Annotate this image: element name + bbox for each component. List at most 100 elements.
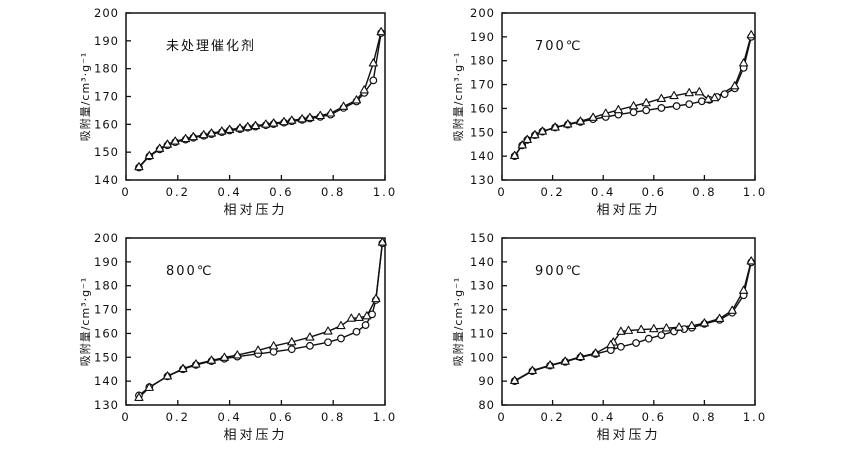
circle-marker xyxy=(617,342,625,351)
triangle-marker xyxy=(623,325,634,334)
triangle-marker xyxy=(739,285,749,294)
x-axis-title: 相对压力 xyxy=(223,203,287,218)
chart-cell-800c: 130 140 150 160 170 180 190 200 0 0.2 0.4 0.6 0.8 1.0… xyxy=(0,225,425,451)
circle-marker xyxy=(352,327,361,336)
chart-cell-900c: 80 90 100 110 120 130 140 150 0 0.2 0.4 0.6 0.8 1.0 相对… xyxy=(425,225,850,451)
triangle-marker xyxy=(709,93,720,102)
triangle-marker xyxy=(199,130,209,139)
x-tick-label: 0 xyxy=(121,410,130,424)
triangle-marker xyxy=(606,340,616,349)
triangle-marker xyxy=(232,350,242,359)
triangle-marker xyxy=(376,27,386,36)
y-tick-label: 200 xyxy=(94,231,119,245)
triangle-marker xyxy=(217,126,227,135)
triangle-marker xyxy=(560,356,570,365)
y-tick-label: 140 xyxy=(94,173,119,187)
y-tick-label: 180 xyxy=(94,279,119,293)
triangle-marker xyxy=(522,134,532,144)
circle-marker xyxy=(305,341,314,350)
x-tick-label: 0.2 xyxy=(540,410,564,424)
y-tick-label: 150 xyxy=(94,145,119,159)
triangle-marker xyxy=(269,341,279,350)
y-tick-label: 170 xyxy=(470,78,495,92)
triangle-marker xyxy=(297,114,307,123)
triangle-marker xyxy=(684,88,694,97)
triangle-marker xyxy=(563,119,573,128)
x-tick-label: 0 xyxy=(497,410,506,424)
plot-frame xyxy=(501,12,756,181)
y-axis-title: 吸附量/cm³·g⁻¹ xyxy=(78,52,92,142)
circle-marker xyxy=(685,100,694,109)
x-tick-label: 0 xyxy=(121,185,130,199)
triangle-marker xyxy=(326,108,336,117)
triangle-marker xyxy=(545,360,555,369)
triangle-marker xyxy=(575,116,585,125)
y-tick-label: 180 xyxy=(470,54,495,68)
x-tick-label: 0.8 xyxy=(692,185,716,199)
x-tick-label: 0.4 xyxy=(591,185,615,199)
x-tick-label: 0.6 xyxy=(642,410,666,424)
x-tick-label: 0.4 xyxy=(217,410,241,424)
chart-cell-700c: 130 140 150 160 170 180 190 200 0 0.2 0.4 0.6 0.8 1.0… xyxy=(425,0,850,225)
x-tick-label: 0.8 xyxy=(321,410,345,424)
x-tick-label: 0 xyxy=(497,185,506,199)
circle-marker xyxy=(269,347,278,356)
y-tick-label: 150 xyxy=(470,231,495,245)
x-tick-label: 0.2 xyxy=(540,185,564,199)
y-tick-label: 130 xyxy=(470,279,495,293)
y-axis-title: 吸附量/cm³·g⁻¹ xyxy=(451,277,465,367)
triangle-marker xyxy=(746,30,756,39)
y-tick-label: 130 xyxy=(94,398,119,412)
y-tick-label: 140 xyxy=(94,374,119,388)
y-tick-label: 180 xyxy=(94,62,119,76)
triangle-marker xyxy=(371,293,381,303)
circle-marker xyxy=(361,321,370,329)
triangle-marker xyxy=(354,312,364,322)
y-tick-label: 190 xyxy=(94,34,119,48)
x-tick-label: 0.2 xyxy=(166,185,190,199)
y-tick-label: 100 xyxy=(470,350,495,364)
y-tick-label: 190 xyxy=(470,30,495,44)
triangle-marker xyxy=(601,108,611,117)
triangle-marker xyxy=(527,365,537,374)
plot-frame xyxy=(125,237,386,406)
chart-untreated-catalyst: 140 150 160 170 180 190 200 0 0.2 0.4 0.6 0.8 1.0 相对压… xyxy=(78,6,395,218)
triangle-marker xyxy=(649,324,659,333)
circle-marker xyxy=(657,331,666,339)
triangle-marker xyxy=(517,140,527,149)
triangle-marker xyxy=(155,143,165,152)
x-tick-label: 1.0 xyxy=(743,410,767,424)
triangle-marker xyxy=(323,326,333,335)
triangle-marker xyxy=(181,133,191,143)
x-tick-label: 1.0 xyxy=(743,185,767,199)
triangle-marker xyxy=(162,371,172,380)
y-tick-label: 160 xyxy=(470,101,495,115)
triangle-marker xyxy=(305,332,315,341)
triangle-marker xyxy=(191,359,201,368)
x-tick-label: 0.4 xyxy=(591,410,615,424)
triangle-marker xyxy=(703,94,713,103)
triangle-marker xyxy=(699,318,709,327)
triangle-marker xyxy=(188,132,198,141)
triangle-marker xyxy=(641,98,651,107)
circle-marker xyxy=(720,90,729,99)
triangle-marker xyxy=(250,120,261,130)
y-tick-label: 190 xyxy=(94,255,119,269)
circle-marker xyxy=(657,104,666,112)
circle-marker xyxy=(672,102,681,110)
triangle-marker xyxy=(377,237,387,246)
circle-marker xyxy=(324,338,332,347)
x-axis-title: 相对压力 xyxy=(223,428,287,443)
triangle-marker xyxy=(269,118,279,127)
circle-marker xyxy=(632,339,640,347)
x-axis-title: 相对压力 xyxy=(596,428,660,443)
triangle-marker xyxy=(178,363,188,373)
triangle-marker xyxy=(616,326,626,335)
triangle-marker xyxy=(368,58,378,67)
y-tick-label: 170 xyxy=(94,90,119,104)
triangle-marker xyxy=(253,345,263,354)
triangle-marker xyxy=(575,351,585,361)
triangle-marker xyxy=(144,150,154,160)
triangle-marker xyxy=(170,136,180,145)
x-tick-label: 0.6 xyxy=(269,185,293,199)
